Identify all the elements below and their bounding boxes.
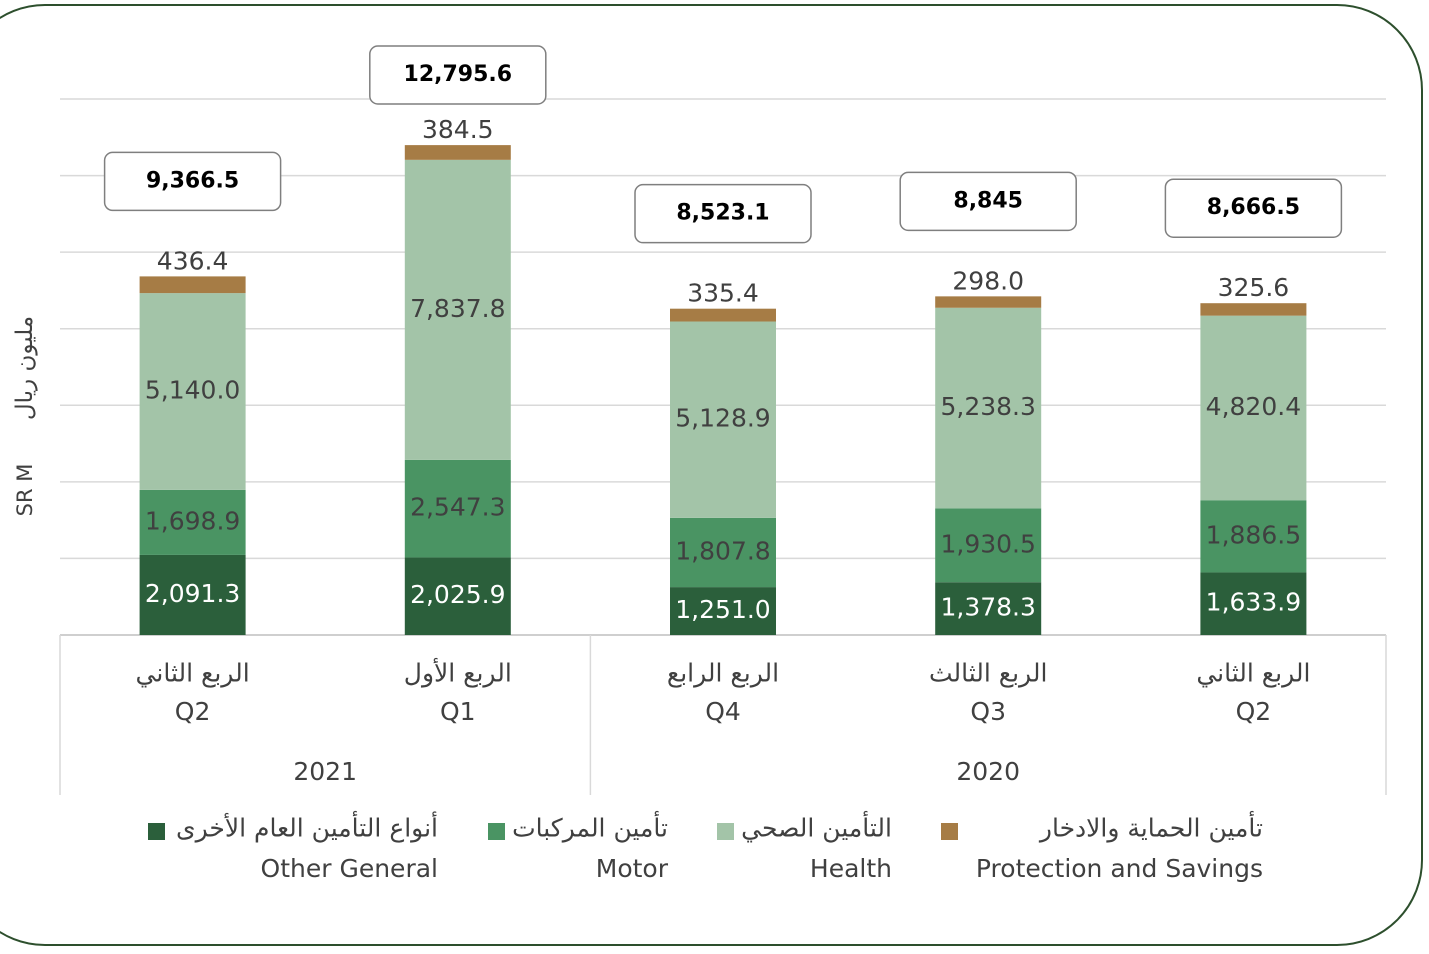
data-label: 325.6	[1218, 273, 1290, 302]
frame	[0, 4, 1423, 946]
data-label: 384.5	[422, 115, 494, 144]
bar-segment	[139, 276, 246, 294]
legend-label: أنواع التأمين العام الأخرى	[176, 810, 438, 844]
total-label: 8,523.1	[676, 201, 769, 226]
x-tick-label: الربع الأول	[404, 657, 512, 689]
total-label: 12,795.6	[404, 62, 513, 87]
x-tick-label: الربع الثاني	[136, 659, 250, 689]
x-tick-label: Q2	[1236, 697, 1272, 726]
bar-segment	[1200, 500, 1307, 573]
x-tick-label: الربع الثالث	[929, 659, 1047, 689]
data-label: 5,140.0	[145, 375, 240, 404]
data-label: 1,633.9	[1206, 588, 1301, 617]
data-label: 5,238.3	[940, 392, 1035, 421]
data-label: 2,091.3	[145, 579, 240, 608]
legend-label: Health	[810, 854, 892, 883]
data-label: 2,547.3	[410, 493, 505, 522]
bar-segment	[670, 308, 776, 322]
bar-segment	[404, 159, 511, 460]
total-box	[899, 171, 1077, 232]
legend-swatch	[148, 823, 165, 840]
data-label: 4,820.4	[1206, 392, 1301, 421]
bar-segment	[1200, 315, 1307, 501]
x-tick-label: Q3	[970, 697, 1006, 726]
data-label: 7,837.8	[410, 294, 505, 323]
bar-segment	[670, 321, 776, 518]
bar-segment	[139, 554, 246, 635]
total-box	[634, 183, 812, 244]
total-label: 9,366.5	[146, 168, 239, 193]
bar-segment	[670, 587, 776, 635]
bar-segment	[1200, 303, 1307, 316]
legend-label: Other General	[261, 854, 438, 883]
data-label: 1,807.8	[675, 536, 770, 565]
group-label: 2020	[956, 757, 1020, 786]
x-tick-label: Q2	[175, 697, 211, 726]
legend-swatch	[941, 823, 958, 840]
data-label: 1,930.5	[940, 529, 1035, 558]
x-tick-label: الربع الثاني	[1196, 659, 1310, 689]
legend-label: Protection and Savings	[976, 854, 1263, 883]
bar-segment	[404, 557, 511, 635]
y-axis-label: SR M	[13, 464, 37, 517]
data-label: 5,128.9	[675, 404, 770, 433]
data-label: 298.0	[952, 266, 1024, 295]
legend-swatch	[488, 823, 505, 840]
data-label: 2,025.9	[410, 580, 505, 609]
bar-segment	[935, 582, 1042, 635]
total-label: 8,666.5	[1207, 195, 1300, 220]
bar-segment	[1200, 572, 1307, 635]
legend-label: التأمين الصحي	[741, 810, 892, 844]
bar-segment	[935, 296, 1042, 308]
bar-segment	[404, 145, 511, 160]
legend-swatch	[717, 823, 734, 840]
legend-label: تأمين الحماية والادخار	[1038, 810, 1263, 844]
y-axis-label: مليون ريال	[12, 316, 38, 420]
total-box	[1164, 178, 1343, 238]
bar-segment	[139, 489, 246, 555]
total-box	[369, 45, 547, 105]
bar-segment	[404, 459, 511, 558]
bar-segment	[139, 293, 246, 490]
data-label: 1,378.3	[940, 593, 1035, 622]
data-label: 1,886.5	[1206, 520, 1301, 549]
x-tick-label: الربع الرابع	[667, 659, 779, 689]
x-tick-label: Q4	[705, 697, 741, 726]
total-label: 8,845	[953, 188, 1023, 213]
group-label: 2021	[293, 757, 357, 786]
legend-label: Motor	[596, 854, 669, 883]
total-box	[103, 151, 282, 212]
data-label: 1,698.9	[145, 506, 240, 535]
data-label: 436.4	[157, 246, 229, 275]
bar-segment	[670, 517, 776, 588]
bar-segment	[935, 307, 1042, 509]
data-label: 335.4	[687, 279, 759, 308]
data-label: 1,251.0	[675, 595, 770, 624]
legend-label: تأمين المركبات	[512, 810, 668, 844]
bar-segment	[935, 508, 1042, 583]
x-tick-label: Q1	[440, 697, 476, 726]
